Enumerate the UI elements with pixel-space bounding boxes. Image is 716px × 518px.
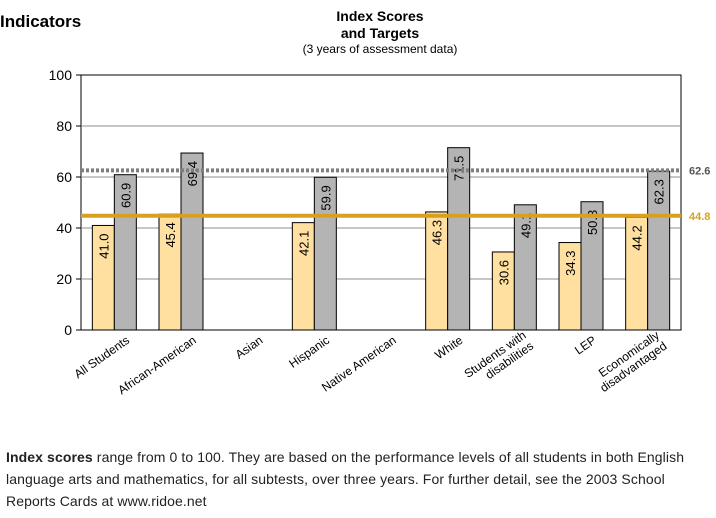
bar — [447, 147, 471, 331]
footnote: Index scores range from 0 to 100. They a… — [6, 446, 712, 512]
x-category-label: All Students — [72, 333, 132, 381]
bar-value-label: 46.3 — [430, 220, 445, 245]
bar-value-label: 45.4 — [163, 222, 178, 247]
chart-title: Index Scores and Targets — [270, 8, 490, 42]
bar-value-label: 69.4 — [185, 161, 200, 186]
x-category-label: LEP — [572, 333, 599, 357]
x-category-label: Students withdisabilities — [462, 328, 537, 391]
bar-value-label: 41.0 — [96, 233, 111, 258]
bar-value-label: 62.3 — [652, 179, 667, 204]
target-line-label: 44.8 — [689, 211, 710, 223]
y-tick-label: 100 — [49, 67, 73, 83]
x-category-label-line: Hispanic — [286, 333, 332, 371]
x-category-label: Asian — [233, 333, 266, 362]
bar — [180, 152, 204, 331]
bar-value-label: 60.9 — [118, 183, 133, 208]
bar — [113, 174, 137, 331]
y-tick-label: 0 — [64, 322, 72, 338]
x-category-label: White — [432, 333, 465, 362]
y-tick-label: 40 — [56, 220, 72, 236]
page-heading: Indicators — [0, 12, 82, 31]
chart-title-line-1: Index Scores — [336, 8, 424, 24]
chart-title-line-2: and Targets — [340, 25, 420, 41]
x-category-label: Hispanic — [286, 333, 332, 371]
bar — [513, 204, 537, 331]
x-category-label: Economicallydisadvantaged — [590, 328, 669, 395]
x-category-label-line: White — [432, 333, 465, 362]
bar-value-label: 30.6 — [496, 260, 511, 285]
y-tick-label: 60 — [56, 169, 72, 185]
bar-value-label: 50.3 — [585, 210, 600, 235]
bar-value-label: 42.1 — [296, 231, 311, 256]
bar — [580, 201, 604, 331]
chart-subtitle: (3 years of assessment data) — [302, 42, 458, 56]
footnote-bold: Index scores — [6, 449, 93, 465]
bar-value-label: 34.3 — [563, 251, 578, 276]
bar-value-label: 49.1 — [518, 213, 533, 238]
bar-value-label: 71.5 — [452, 156, 467, 181]
bar-value-label: 44.2 — [630, 225, 645, 250]
x-category-label-line: LEP — [572, 333, 599, 357]
footnote-text: range from 0 to 100. They are based on t… — [6, 449, 685, 509]
bar-value-label: 59.9 — [318, 185, 333, 210]
y-tick-label: 20 — [56, 271, 72, 287]
x-category-label-line: Native American — [319, 333, 399, 395]
target-line-label: 62.6 — [689, 165, 710, 177]
x-category-label: Native American — [319, 333, 399, 395]
x-category-label-line: All Students — [72, 333, 132, 381]
bar-chart: 0 20 40 60 80 100 41.0 45.4 42.1 46.3 30.6 34.3 44.2… — [49, 67, 711, 397]
x-category-label-line: Asian — [233, 333, 266, 362]
y-tick-label: 80 — [56, 118, 72, 134]
